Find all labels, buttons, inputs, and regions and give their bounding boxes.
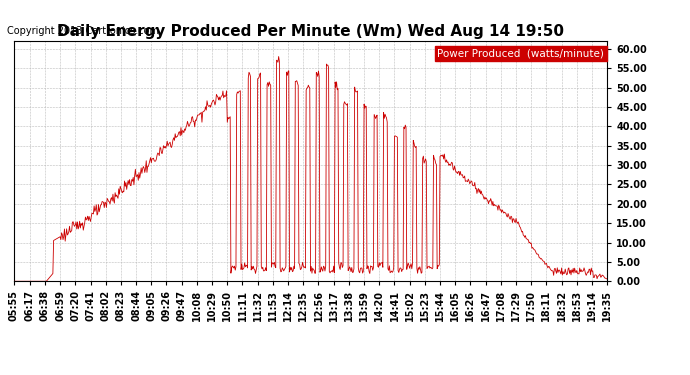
Title: Daily Energy Produced Per Minute (Wm) Wed Aug 14 19:50: Daily Energy Produced Per Minute (Wm) We… (57, 24, 564, 39)
Text: Power Produced  (watts/minute): Power Produced (watts/minute) (437, 48, 604, 58)
Text: Copyright 2013 Cartronics.com: Copyright 2013 Cartronics.com (7, 26, 159, 36)
